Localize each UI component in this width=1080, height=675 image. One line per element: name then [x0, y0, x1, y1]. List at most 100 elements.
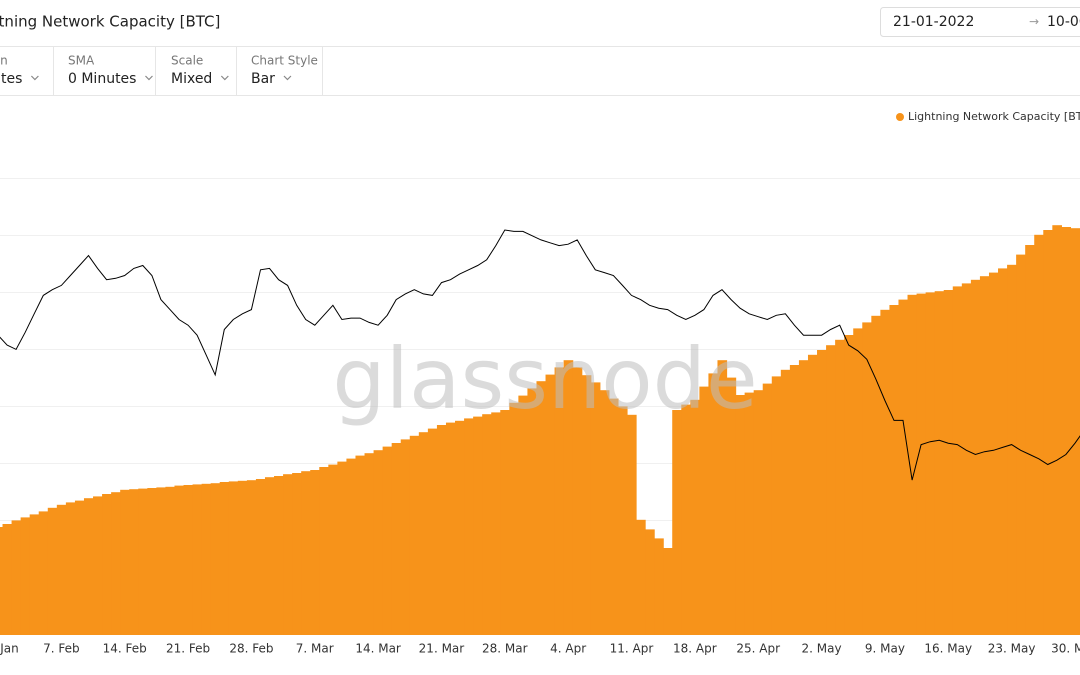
bar: [1025, 245, 1035, 635]
bar: [988, 272, 999, 635]
bar: [789, 365, 800, 635]
bar: [545, 374, 556, 635]
x-tick-label: 25. Apr: [736, 642, 780, 656]
legend-label[interactable]: Lightning Network Capacity [BTC]: [908, 110, 1080, 123]
bar: [536, 381, 547, 635]
bar: [817, 350, 827, 635]
bar: [74, 500, 85, 635]
bar: [1016, 254, 1026, 635]
bar: [382, 446, 393, 635]
date-from[interactable]: 21-01-2022: [893, 14, 974, 30]
bar: [572, 367, 583, 635]
bar: [636, 519, 646, 635]
bar: [120, 489, 130, 635]
bar: [219, 482, 230, 635]
x-tick-label: 18. Apr: [673, 642, 717, 656]
bar: [717, 360, 728, 635]
control-value[interactable]: 10 Minutes: [0, 71, 22, 87]
bar: [47, 507, 58, 635]
bar: [518, 395, 529, 635]
bar: [400, 439, 411, 635]
x-tick-label: 2. May: [802, 642, 842, 656]
bar: [826, 345, 836, 635]
bar: [880, 309, 891, 635]
control-value[interactable]: Mixed: [171, 71, 212, 87]
bar: [907, 294, 918, 635]
bar: [581, 375, 592, 635]
bar: [310, 470, 320, 635]
x-tick-label: 30. May: [1051, 642, 1080, 656]
bar: [952, 286, 963, 635]
bar: [183, 485, 194, 635]
chevron: [30, 75, 39, 81]
bar: [210, 483, 221, 635]
bar: [255, 479, 266, 635]
bar: [1061, 227, 1072, 635]
watermark: glassnode: [332, 330, 757, 428]
bar: [853, 328, 863, 635]
bar: [473, 416, 483, 635]
bar: [165, 486, 176, 635]
controls: Resolution 10 Minutes SMA 0 Minutes Scale Mix…: [0, 47, 323, 95]
x-tick-label: 7. Feb: [43, 642, 80, 656]
control-label: Chart Style: [251, 54, 318, 68]
bar: [844, 335, 854, 635]
bar: [455, 420, 465, 635]
bar: [274, 476, 284, 635]
x-tick-label: 31. Jan: [0, 642, 19, 656]
x-tick-label: 28. Mar: [482, 642, 528, 656]
x-tick-label: 16. May: [924, 642, 972, 656]
bar: [1043, 230, 1053, 635]
bar: [500, 410, 510, 635]
bar: [943, 290, 954, 635]
date-range[interactable]: [880, 7, 1080, 37]
bar: [753, 390, 764, 635]
date-to[interactable]: 10-06-2022: [1047, 14, 1080, 30]
bar: [762, 383, 773, 635]
bar: [509, 402, 519, 635]
bar: [391, 443, 402, 635]
chevron: [145, 75, 153, 81]
bar: [445, 422, 456, 635]
bar: [708, 373, 719, 635]
x-tick-label: 7. Mar: [296, 642, 334, 656]
bar: [1034, 234, 1044, 636]
bar: [129, 489, 139, 635]
bar: [934, 291, 945, 635]
bar: [283, 474, 293, 635]
bar: [11, 520, 22, 635]
bar: [482, 414, 492, 635]
bar: [681, 404, 691, 635]
bar: [83, 498, 94, 635]
x-tick-label: 21. Feb: [166, 642, 210, 656]
bar: [2, 524, 13, 635]
bar: [56, 504, 67, 635]
x-tick-label: 21. Mar: [419, 642, 465, 656]
chevron: [283, 75, 292, 81]
bar: [346, 458, 357, 635]
bar: [970, 279, 981, 635]
bar: [608, 398, 619, 635]
bar: [20, 517, 31, 635]
chevron: [220, 75, 229, 81]
bar: [690, 399, 700, 635]
bar: [780, 369, 791, 635]
bar: [654, 538, 664, 635]
bar: [599, 390, 610, 635]
control-label: SMA: [68, 54, 95, 68]
bar: [889, 305, 900, 635]
bar: [979, 276, 990, 635]
bar: [871, 315, 881, 635]
bar: [328, 464, 338, 635]
control-value[interactable]: Bar: [251, 71, 275, 87]
plot: 31. Jan 7. Feb 14. Feb 21. Feb 28. Feb 7. Mar…: [0, 110, 1080, 656]
bar: [617, 406, 628, 635]
bar: [771, 376, 782, 635]
bar: [699, 386, 710, 635]
bar: [93, 496, 103, 635]
bar: [436, 425, 447, 635]
bar: [174, 485, 185, 635]
bar: [301, 471, 311, 635]
control-value[interactable]: 0 Minutes: [68, 71, 136, 87]
bar: [645, 529, 655, 635]
